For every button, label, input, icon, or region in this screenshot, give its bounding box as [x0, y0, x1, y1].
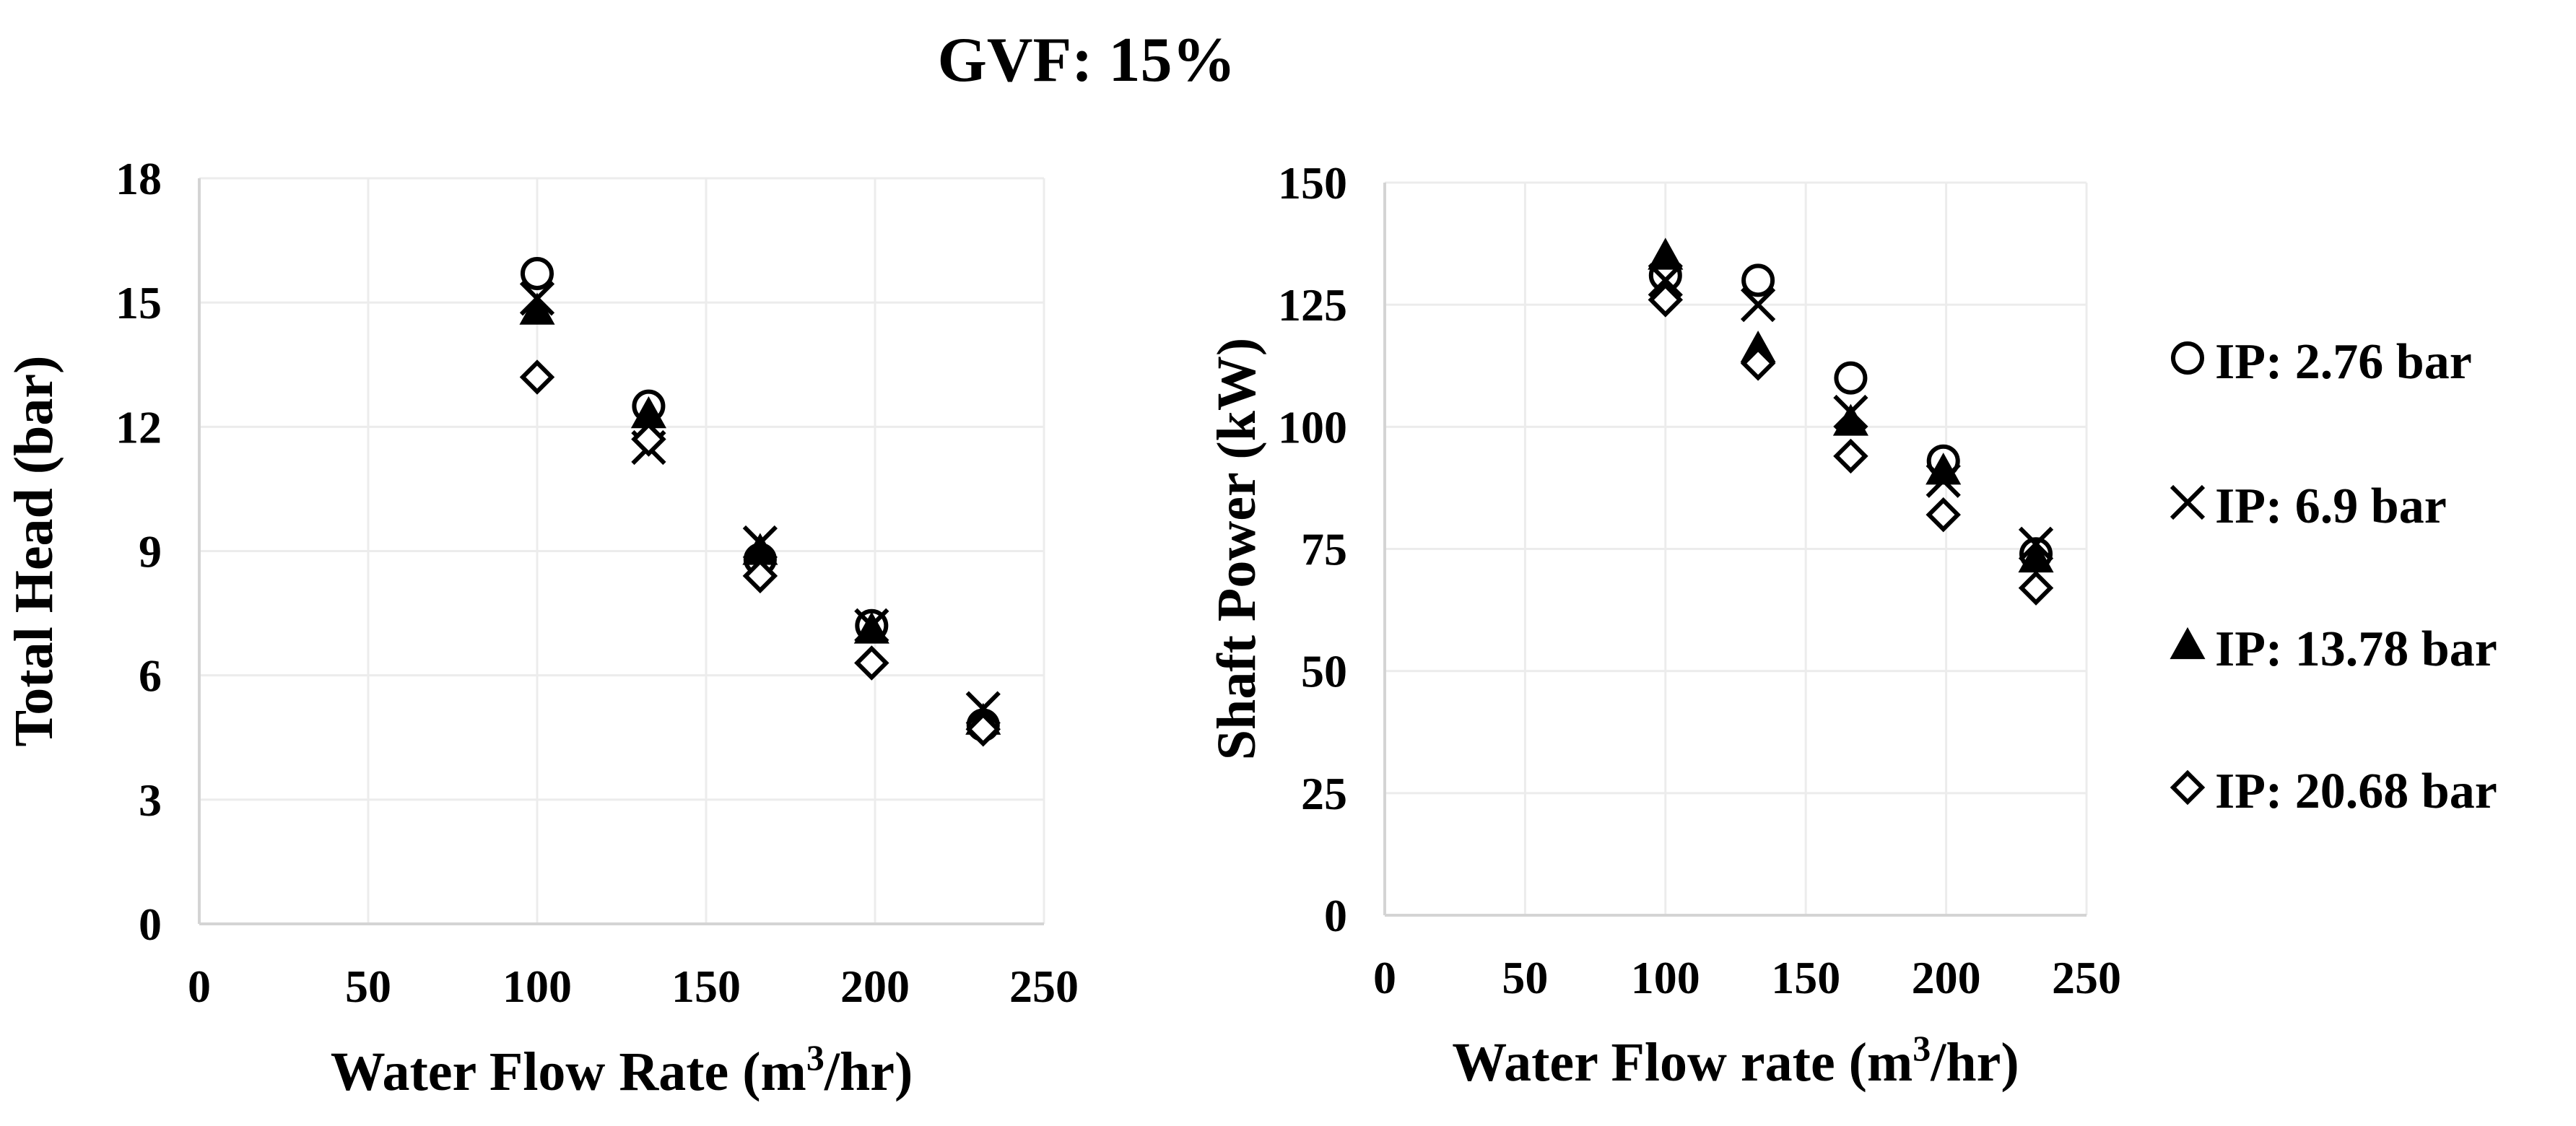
data-point	[1832, 403, 1868, 436]
y-tick-label: 0	[139, 899, 162, 950]
data-point	[742, 558, 778, 594]
data-point	[854, 645, 889, 681]
x-tick-label: 50	[1502, 952, 1548, 1003]
data-point	[1648, 282, 1684, 318]
y-tick-label: 25	[1301, 768, 1347, 819]
data-point	[519, 359, 555, 395]
y-tick-label: 125	[1278, 279, 1347, 331]
data-point	[1926, 497, 1961, 533]
x-tick-label: 200	[840, 961, 910, 1012]
legend-marker	[2171, 341, 2204, 375]
x-tick-label: 0	[1373, 952, 1396, 1003]
data-point	[1740, 346, 1776, 381]
data-point	[1740, 287, 1776, 323]
data-point	[1741, 263, 1775, 297]
legend-marker	[2170, 484, 2206, 520]
y-tick-label: 9	[139, 526, 162, 577]
legend-label: IP: 20.68 bar	[2215, 764, 2497, 819]
legend-label: IP: 2.76 bar	[2215, 334, 2472, 390]
data-point	[1648, 263, 1683, 298]
x-tick-label: 200	[1912, 952, 1981, 1003]
x-tick-label: 0	[188, 961, 211, 1012]
x-tick-label: 100	[502, 961, 572, 1012]
data-point	[1834, 361, 1868, 395]
y-tick-label: 3	[139, 774, 162, 826]
y-tick-label: 50	[1301, 646, 1347, 697]
legend-marker	[2170, 627, 2206, 660]
y-tick-label: 6	[139, 650, 162, 702]
x-tick-label: 50	[345, 961, 391, 1012]
x-tick-label: 250	[2052, 952, 2121, 1003]
legend-marker	[2170, 769, 2206, 806]
figure-title: GVF: 15%	[937, 25, 1235, 95]
legend: IP: 2.76 bar IP: 6.9 bar IP: 13.78 bar IP: …	[2170, 334, 2497, 819]
x-axis-title: Water Flow Rate (m3/hr)	[331, 1037, 913, 1102]
y-tick-label: 75	[1301, 524, 1347, 575]
data-point	[1648, 237, 1684, 270]
x-tick-label: 100	[1631, 952, 1700, 1003]
y-tick-label: 0	[1324, 890, 1347, 941]
x-axis-title: Water Flow rate (m3/hr)	[1452, 1028, 2019, 1093]
y-tick-label: 100	[1278, 401, 1347, 453]
data-point	[2018, 570, 2054, 606]
data-point	[1926, 453, 1962, 485]
data-point	[519, 292, 555, 325]
data-point	[965, 712, 1001, 747]
x-tick-label: 150	[671, 961, 741, 1012]
legend-label: IP: 13.78 bar	[2215, 621, 2497, 677]
data-point	[521, 256, 554, 290]
data-point	[631, 422, 666, 457]
y-tick-label: 18	[116, 153, 162, 204]
total-head-chart: 0 3 6 9 12 15 18 0 50 100 150 200 250 Water Flow Rate…	[4, 153, 1079, 1102]
y-tick-label: 150	[1278, 157, 1347, 209]
y-axis-title: Shaft Power (kW)	[1206, 338, 1267, 760]
y-axis-title: Total Head (bar)	[4, 356, 64, 747]
x-tick-label: 250	[1009, 961, 1079, 1012]
data-point	[853, 611, 889, 644]
y-tick-label: 12	[116, 401, 162, 453]
shaft-power-chart: 0 25 50 75 100 125 150 0 50 100 150 200 250 Water Flo…	[1206, 157, 2121, 1093]
data-point	[1833, 438, 1868, 474]
y-tick-label: 15	[116, 277, 162, 328]
x-tick-label: 150	[1771, 952, 1840, 1003]
legend-label: IP: 6.9 bar	[2215, 479, 2447, 534]
